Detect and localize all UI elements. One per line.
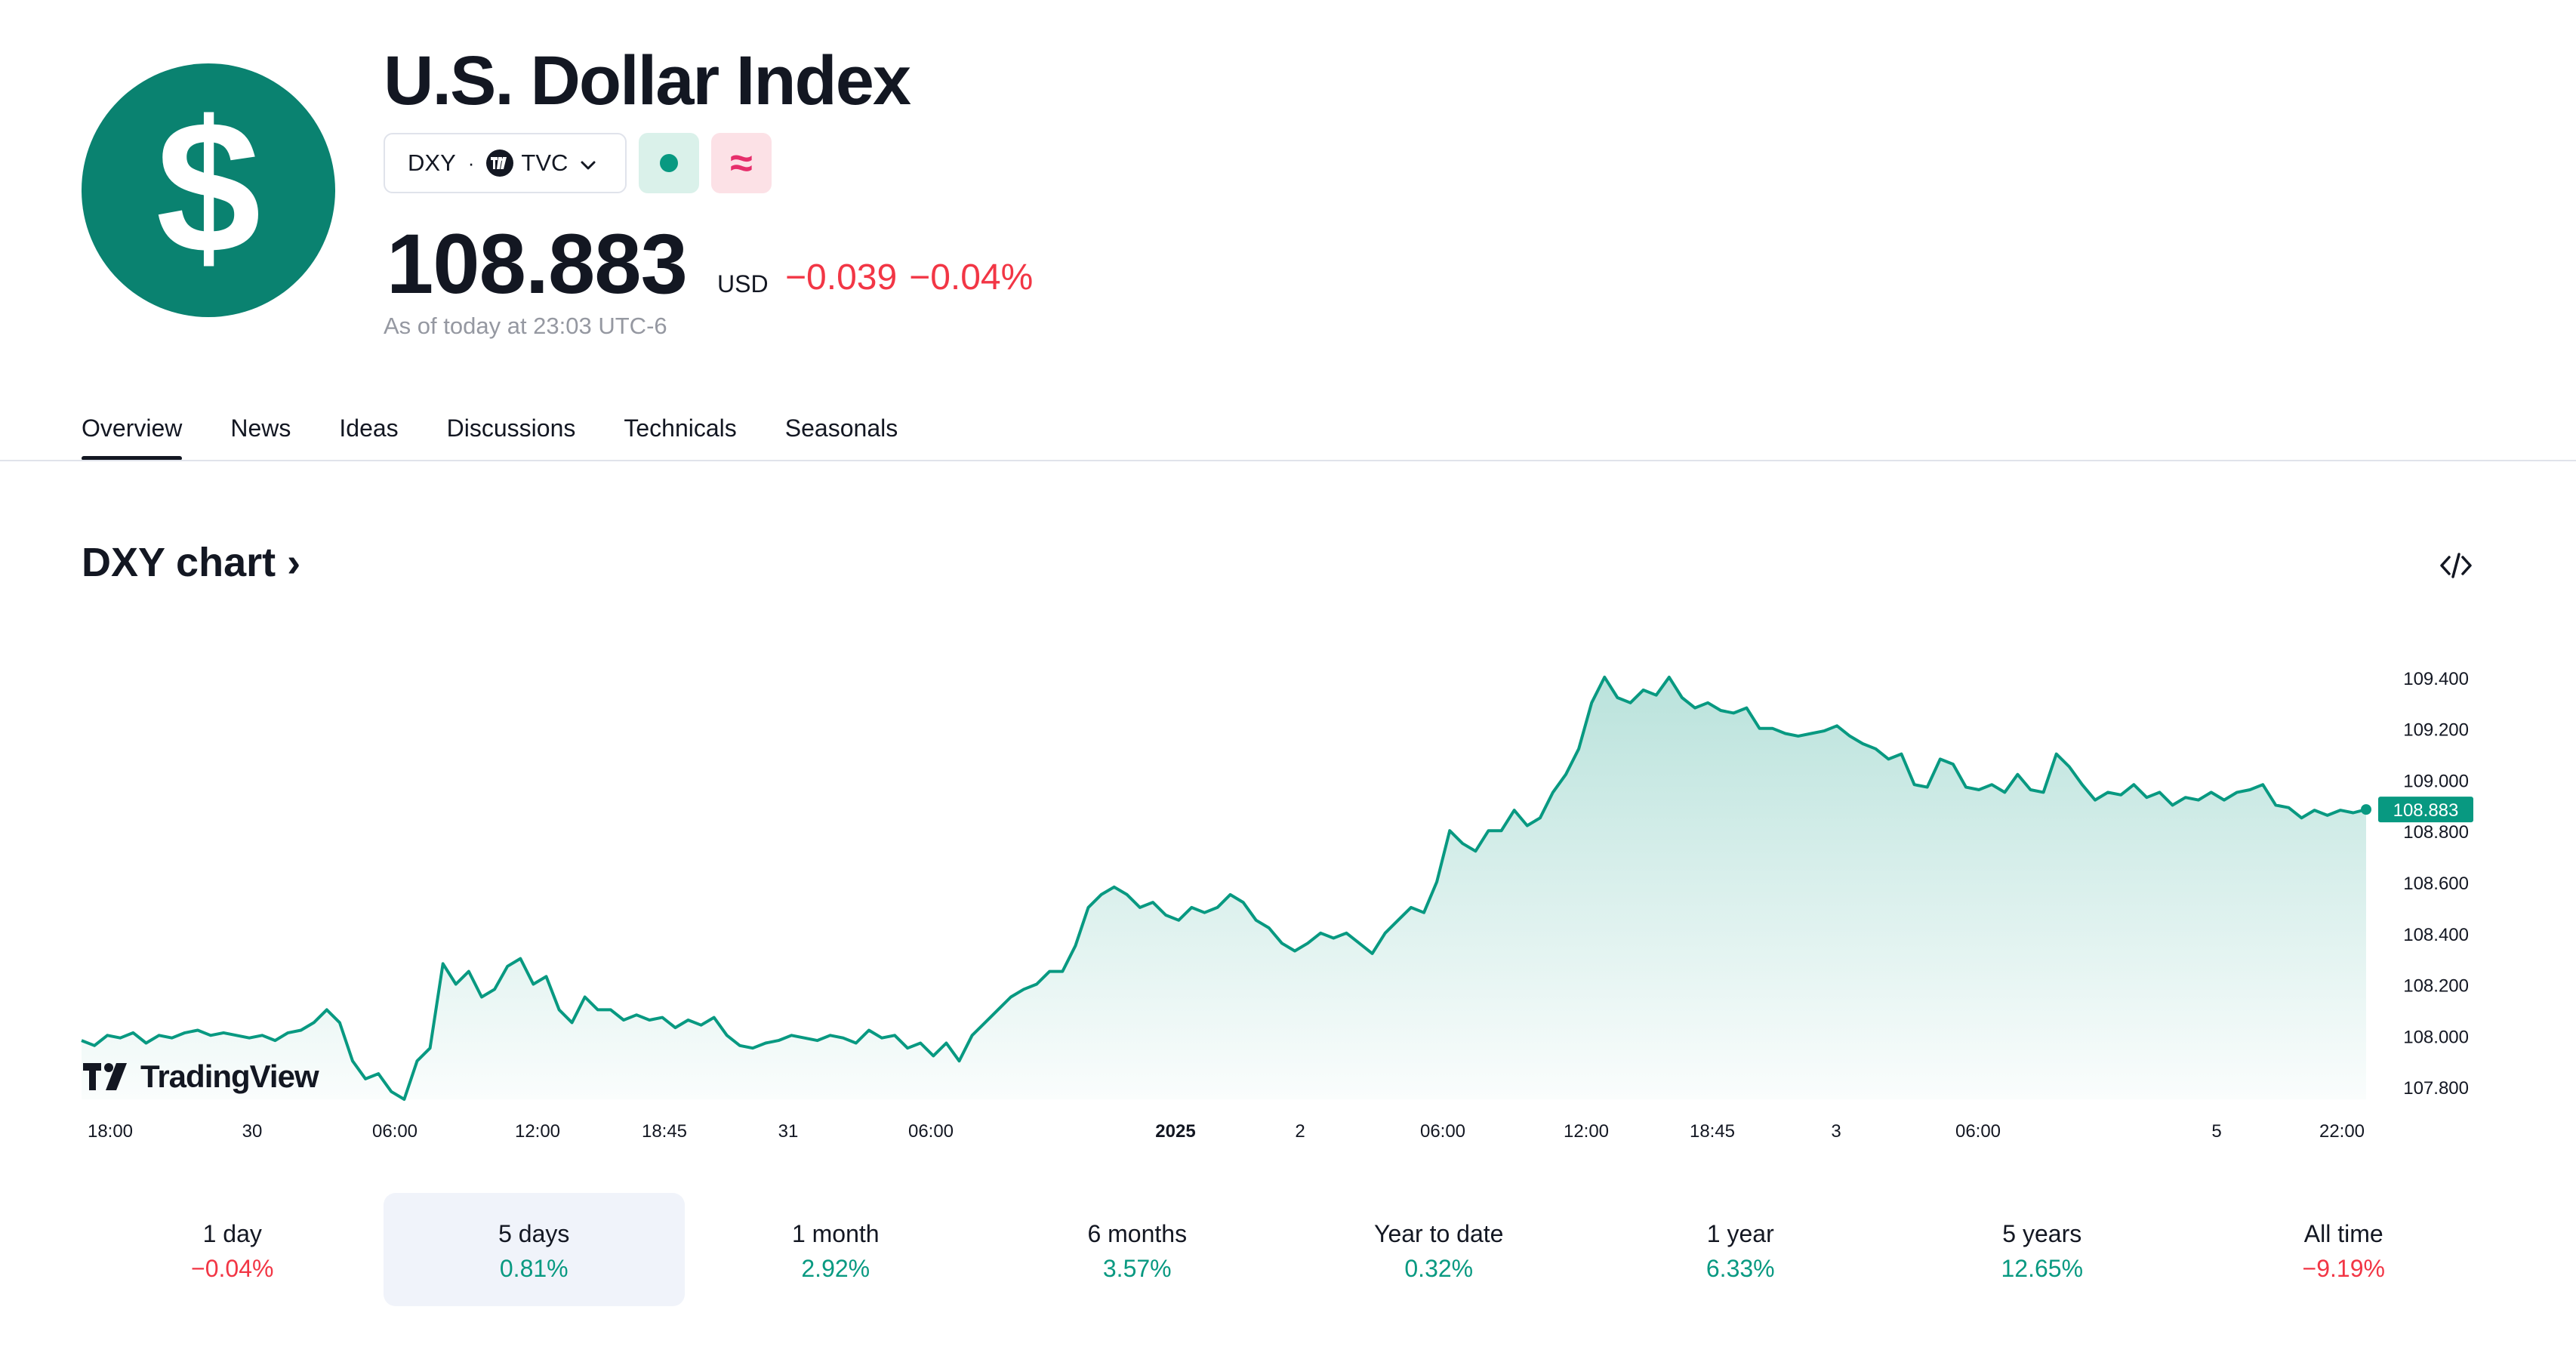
y-tick-label: 108.400 [2403, 925, 2469, 945]
x-tick-label: 06:00 [1420, 1121, 1465, 1142]
tab-discussions[interactable]: Discussions [446, 415, 576, 442]
y-tick-label: 109.000 [2403, 771, 2469, 791]
separator: · [467, 151, 475, 174]
tradingview-logo-icon [83, 1063, 127, 1090]
price-change: −0.039 −0.04% [785, 257, 1033, 298]
dollar-sign-icon: $ [82, 63, 335, 317]
currency-label: USD [717, 270, 769, 297]
x-tick-label: 12:00 [515, 1121, 560, 1142]
tab-technicals[interactable]: Technicals [624, 415, 737, 442]
period-6-months[interactable]: 6 months 3.57% [1087, 1220, 1188, 1282]
series-area [82, 676, 2366, 1099]
series-line [81, 675, 2367, 1101]
x-tick-label: 2 [1295, 1121, 1305, 1142]
as-of-timestamp: As of today at 23:03 UTC-6 [384, 313, 667, 339]
period-1-day[interactable]: 1 day −0.04% [191, 1220, 274, 1282]
change-percent: −0.04% [909, 257, 1034, 297]
period-year-to-date[interactable]: Year to date 0.32% [1374, 1220, 1504, 1282]
y-tick-label: 107.800 [2403, 1078, 2469, 1099]
last-price: 108.883 [387, 217, 688, 311]
period-all-time[interactable]: All time −9.19% [2302, 1220, 2385, 1282]
price-chart[interactable]: 109.400 109.200 109.000 108.800 108.600 108.4… [0, 634, 2576, 1148]
tab-bar: Overview News Ideas Discussions Technica… [82, 408, 946, 461]
period-5-days[interactable]: 5 days 0.81% [383, 1193, 685, 1306]
chart-title-link[interactable]: DXY chart › [82, 539, 300, 586]
period-selector: 1 day −0.04% 5 days 0.81% 1 month 2.92% 6 m… [82, 1193, 2494, 1306]
symbol-exchange-selector[interactable]: DXY · TVC [384, 133, 627, 193]
x-tick-label: 31 [778, 1121, 799, 1142]
last-point [2361, 804, 2371, 815]
market-status-button[interactable] [639, 133, 699, 193]
divider [0, 460, 2576, 461]
x-tick-label: 5 [2211, 1121, 2221, 1142]
svg-text:$: $ [156, 82, 260, 292]
last-value-label: 108.883 [2393, 800, 2459, 821]
x-tick-label: 22:00 [2319, 1121, 2365, 1142]
approx-data-icon[interactable]: ≈ [711, 133, 772, 193]
x-tick-label: 3 [1831, 1121, 1841, 1142]
chart-title-text: DXY chart [82, 540, 276, 585]
exchange-label: TVC [521, 149, 569, 176]
tab-seasonals[interactable]: Seasonals [784, 415, 898, 442]
period-1-month[interactable]: 1 month 2.92% [791, 1220, 880, 1282]
x-tick-label: 18:00 [88, 1121, 133, 1142]
chevron-down-icon [580, 149, 596, 177]
y-tick-label: 108.600 [2403, 874, 2469, 894]
symbol-label: DXY [408, 149, 456, 176]
period-5-years[interactable]: 5 years 12.65% [2001, 1220, 2084, 1282]
x-tick-label: 06:00 [372, 1121, 418, 1142]
y-tick-label: 108.800 [2403, 822, 2469, 843]
x-tick-label: 2025 [1155, 1121, 1195, 1142]
tab-ideas[interactable]: Ideas [339, 415, 399, 442]
x-tick-label: 06:00 [908, 1121, 954, 1142]
y-tick-label: 108.000 [2403, 1027, 2469, 1047]
last-value-badge [2378, 797, 2473, 823]
change-absolute: −0.039 [785, 257, 898, 297]
x-tick-label: 12:00 [1564, 1121, 1609, 1142]
tradingview-mini-icon [486, 149, 514, 177]
page-title: U.S. Dollar Index [384, 42, 911, 119]
x-tick-label: 18:45 [642, 1121, 687, 1142]
x-tick-label: 06:00 [1955, 1121, 2001, 1142]
tab-overview[interactable]: Overview [82, 408, 183, 461]
code-embed-icon[interactable] [2439, 548, 2473, 583]
market-open-dot-icon [660, 154, 678, 172]
brand-name: TradingView [140, 1059, 319, 1094]
x-tick-label: 18:45 [1690, 1121, 1735, 1142]
period-1-year[interactable]: 1 year 6.33% [1706, 1220, 1775, 1282]
chevron-right-icon: › [287, 540, 301, 585]
x-tick-label: 30 [242, 1121, 263, 1142]
tab-news[interactable]: News [230, 415, 291, 442]
y-tick-label: 109.200 [2403, 720, 2469, 741]
tradingview-logo[interactable]: TradingView [83, 1054, 319, 1099]
y-tick-label: 109.400 [2403, 669, 2469, 689]
y-tick-label: 108.200 [2403, 976, 2469, 997]
